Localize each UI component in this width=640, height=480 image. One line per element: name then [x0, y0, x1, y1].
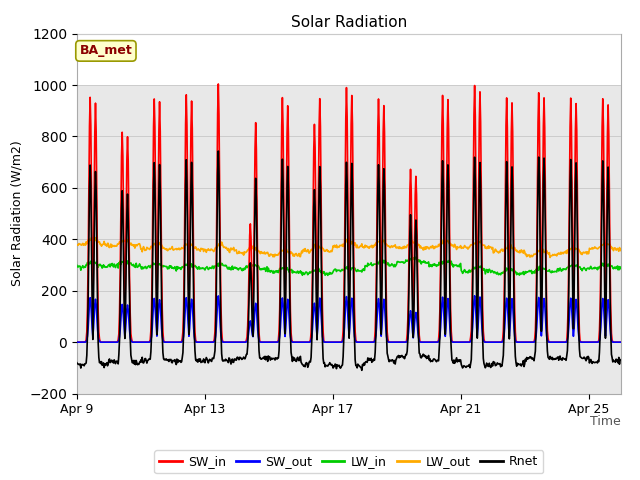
Bar — [77, 34, 621, 85]
Bar — [77, 85, 621, 394]
Title: Solar Radiation: Solar Radiation — [291, 15, 407, 30]
Text: Time: Time — [590, 415, 621, 428]
Y-axis label: Solar Radiation (W/m2): Solar Radiation (W/m2) — [11, 141, 24, 287]
Legend: SW_in, SW_out, LW_in, LW_out, Rnet: SW_in, SW_out, LW_in, LW_out, Rnet — [154, 450, 543, 473]
Text: BA_met: BA_met — [79, 44, 132, 58]
